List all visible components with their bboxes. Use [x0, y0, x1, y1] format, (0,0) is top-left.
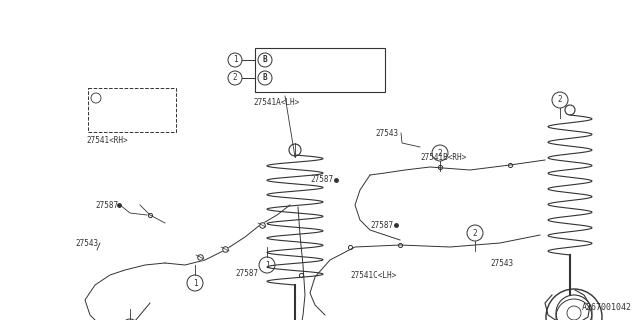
FancyBboxPatch shape — [255, 48, 385, 92]
Text: 27587: 27587 — [235, 268, 258, 277]
Text: 27541B<RH>: 27541B<RH> — [420, 153, 467, 162]
Text: 27587: 27587 — [370, 220, 393, 229]
Text: 2: 2 — [473, 228, 477, 237]
Text: 903710: 903710 — [110, 93, 138, 102]
Text: 010108206(4 ): 010108206(4 ) — [276, 74, 336, 83]
Text: 1: 1 — [193, 278, 197, 287]
Text: 27543: 27543 — [375, 129, 398, 138]
Text: 1: 1 — [265, 260, 269, 269]
Text: 27587: 27587 — [95, 201, 118, 210]
Text: 1: 1 — [233, 55, 237, 65]
Text: 2: 2 — [557, 95, 563, 105]
Text: 63216: 63216 — [108, 114, 131, 123]
Text: 27541C<LH>: 27541C<LH> — [350, 270, 396, 279]
FancyBboxPatch shape — [88, 88, 176, 132]
Text: 010108166(6 ): 010108166(6 ) — [276, 55, 336, 65]
Text: 27543: 27543 — [75, 238, 98, 247]
Text: B: B — [262, 74, 268, 83]
Text: A267001042: A267001042 — [582, 303, 632, 312]
Text: 2: 2 — [438, 148, 442, 157]
Text: 27541<RH>: 27541<RH> — [86, 136, 127, 145]
Text: 27541A<LH>: 27541A<LH> — [253, 98, 300, 107]
Text: B: B — [262, 55, 268, 65]
Text: 27587: 27587 — [310, 175, 333, 185]
Text: 27543: 27543 — [490, 259, 513, 268]
Text: 2: 2 — [233, 74, 237, 83]
